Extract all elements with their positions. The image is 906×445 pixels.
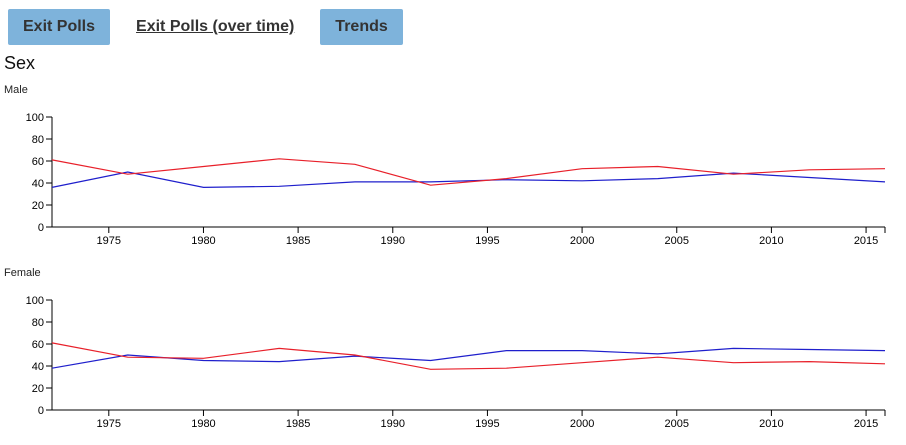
x-tick-label: 1975 [97,235,121,247]
tab-exit-polls[interactable]: Exit Polls [8,9,111,45]
x-tick-label: 1980 [191,235,215,247]
section-title: Sex [4,53,36,73]
x-tick-label: 1995 [475,235,499,247]
y-tick-label: 80 [32,134,44,146]
y-tick-label: 40 [32,361,44,373]
female-line-chart: 0 20 40 60 80 100 1975 1980 1985 1990 1995 2000 2005… [26,295,886,430]
x-tick-label: 1975 [97,418,121,430]
y-tick-label: 40 [32,178,44,190]
tab-trends[interactable]: Trends [320,9,403,45]
x-tick-label: 2015 [854,418,878,430]
chart-title-male: Male [4,84,28,96]
x-tick-label: 2005 [665,418,689,430]
tab-exit-polls-over-time[interactable]: Exit Polls (over time) [136,18,295,35]
x-tick-label: 1985 [286,235,310,247]
y-tick-label: 0 [38,222,44,234]
view-tabs: Exit Polls Exit Polls (over time) Trends [8,9,403,45]
y-tick-label: 60 [32,339,44,351]
y-tick-label: 100 [26,112,44,124]
male-line-chart: 0 20 40 60 80 100 1975 1980 1985 1990 1995 2000 2005… [26,112,886,247]
x-tick-label: 1985 [286,418,310,430]
y-tick-label: 100 [26,295,44,307]
x-tick-label: 2000 [570,235,594,247]
series-line-red [51,158,886,186]
series-line-blue [51,171,886,189]
y-tick-label: 0 [38,405,44,417]
x-tick-label: 2015 [854,235,878,247]
x-tick-label: 1990 [381,235,405,247]
x-tick-label: 1980 [191,418,215,430]
y-tick-label: 20 [32,200,44,212]
y-tick-label: 80 [32,317,44,329]
x-tick-label: 2005 [665,235,689,247]
series-line-blue [51,347,886,369]
y-tick-label: 60 [32,156,44,168]
x-tick-label: 1995 [475,418,499,430]
x-tick-label: 2010 [759,418,783,430]
x-tick-label: 2000 [570,418,594,430]
series-line-red [51,342,886,370]
x-tick-label: 1990 [381,418,405,430]
chart-title-female: Female [4,267,41,279]
x-tick-label: 2010 [759,235,783,247]
y-tick-label: 20 [32,383,44,395]
